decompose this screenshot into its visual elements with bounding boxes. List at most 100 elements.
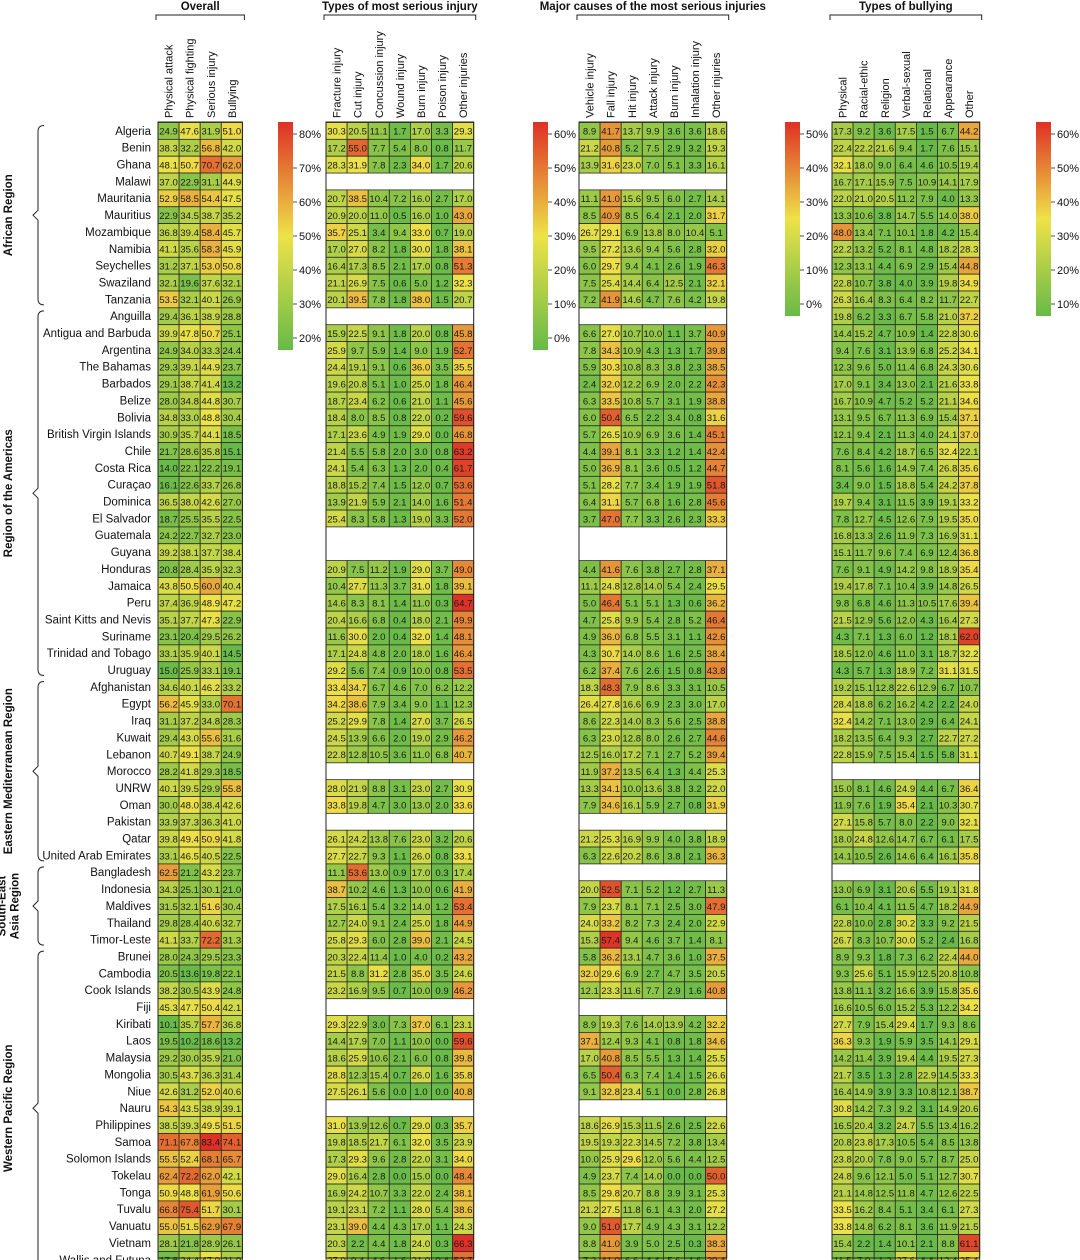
cell-value: 42.6	[159, 1087, 178, 1098]
cell-value: 11.3	[897, 413, 915, 424]
cell-value: 2.8	[393, 1155, 406, 1166]
cell-value: 50.4	[601, 413, 620, 424]
cell-value: 68.1	[201, 1155, 220, 1166]
cell-value: 20.0	[412, 329, 431, 340]
cell-value: 27.1	[833, 818, 852, 829]
column-label: Burn injury	[669, 65, 681, 118]
cell-value: 39.1	[223, 1104, 242, 1115]
cell-value: 5.8	[372, 514, 385, 525]
cell-value: 24.8	[223, 986, 242, 997]
cell-value: 18.0	[412, 615, 431, 626]
cell-value: 17.7	[622, 1222, 641, 1233]
row-label: Anguilla	[110, 311, 152, 323]
cell-value: 33.8	[960, 379, 979, 390]
cell-value: 4.0	[941, 194, 954, 205]
cell-value: 7.8	[372, 716, 385, 727]
cell-value: 38.7	[201, 211, 220, 222]
cell-value: 14.4	[833, 329, 852, 340]
row-label: Dominica	[103, 497, 152, 509]
cell-value: 0.8	[688, 666, 701, 677]
cell-value: 3.0	[414, 447, 427, 458]
cell-value: 1.8	[435, 245, 448, 256]
cell-value: 8.6	[646, 851, 659, 862]
cell-value: 1.4	[393, 346, 407, 357]
cell-value: 10.2	[348, 885, 367, 896]
cell-value: 37.2	[180, 716, 199, 727]
cell-value: 83.4	[201, 1138, 220, 1149]
cell-value: 17.0	[412, 1222, 431, 1233]
cell-value: 34.0	[180, 346, 199, 357]
cell-value: 27.3	[960, 1205, 979, 1216]
cell-value: 12.6	[369, 1121, 388, 1132]
row-label: United Arab Emirates	[42, 850, 151, 862]
cell-value: 36.2	[707, 599, 726, 610]
cell-value: 3.4	[372, 228, 386, 239]
cell-value: 40.1	[201, 649, 220, 660]
cell-value: 22.7	[960, 295, 979, 306]
cell-value: 5.2	[688, 615, 701, 626]
cell-value: 27.3	[960, 1053, 979, 1064]
cell-value: 45.6	[454, 396, 473, 407]
cell-value: 2.8	[393, 936, 406, 947]
cell-value: 22.8	[327, 750, 346, 761]
cell-value: 0.5	[393, 211, 406, 222]
cell-value: 8.1	[625, 447, 638, 458]
cell-value: 40.9	[707, 329, 726, 340]
cell-value: 1.5	[667, 666, 680, 677]
cell-value: 3.6	[688, 127, 701, 138]
cell-value: 5.1	[709, 228, 722, 239]
cell-value: 34.8	[180, 396, 199, 407]
cell-value: 14.5	[644, 1138, 663, 1149]
cell-value: 12.9	[854, 615, 873, 626]
cell-value: 6.7	[899, 312, 912, 323]
cell-value: 16.9	[939, 531, 958, 542]
cell-value: 2.6	[667, 1121, 680, 1132]
cell-value: 48.8	[180, 1188, 199, 1199]
cell-value: 25.3	[707, 767, 726, 778]
cell-value: 6.8	[920, 346, 933, 357]
cell-value: 3.9	[878, 1087, 891, 1098]
cell-value: 8.2	[372, 245, 385, 256]
cell-value: 46.2	[454, 986, 473, 997]
cell-value: 1.4	[878, 1239, 892, 1250]
cell-value: 37.0	[159, 177, 178, 188]
cell-value: 23.7	[601, 1171, 620, 1182]
cell-value: 24.2	[159, 531, 178, 542]
cell-value: 6.1	[836, 902, 849, 913]
cell-value: 4.7	[667, 969, 680, 980]
cell-value: 0.8	[435, 329, 448, 340]
cell-value: 32.4	[833, 716, 852, 727]
cell-value: 20.7	[327, 194, 346, 205]
cell-value: 7.7	[646, 986, 659, 997]
cell-value: 29.0	[412, 430, 431, 441]
cell-value: 28.8	[327, 1070, 346, 1081]
cell-value: 12.1	[875, 1171, 894, 1182]
cell-value: 2.5	[688, 649, 701, 660]
cell-value: 4.5	[878, 514, 891, 525]
cell-value: 3.9	[920, 497, 933, 508]
cell-value: 39.4	[180, 228, 199, 239]
cell-value: 26.3	[833, 295, 852, 306]
cell-value: 26.1	[348, 1087, 367, 1098]
cell-value: 23.0	[223, 531, 242, 542]
cell-value: 36.9	[180, 599, 199, 610]
cell-value: 41.9	[454, 885, 473, 896]
cell-value: 47.8	[180, 329, 199, 340]
cell-value: 34.6	[159, 683, 178, 694]
cell-value: 20.0	[580, 885, 599, 896]
cell-value: 10.0	[854, 919, 873, 930]
cell-value: 16.4	[833, 1087, 852, 1098]
region-bracket	[32, 125, 45, 306]
cell-value: 31.1	[159, 716, 178, 727]
cell-value: 14.0	[644, 582, 663, 593]
cell-value: 26.5	[454, 716, 473, 727]
cell-value: 3.2	[878, 1121, 891, 1132]
cell-value: 22.9	[918, 1070, 937, 1081]
cell-value: 42.6	[201, 497, 220, 508]
cell-value: 1.2	[667, 885, 680, 896]
cell-value: 3.7	[435, 716, 448, 727]
cell-value: 31.2	[180, 1087, 199, 1098]
cell-value: 1.9	[688, 481, 701, 492]
cell-value: 31.0	[412, 582, 431, 593]
cell-value: 18.9	[897, 666, 916, 677]
